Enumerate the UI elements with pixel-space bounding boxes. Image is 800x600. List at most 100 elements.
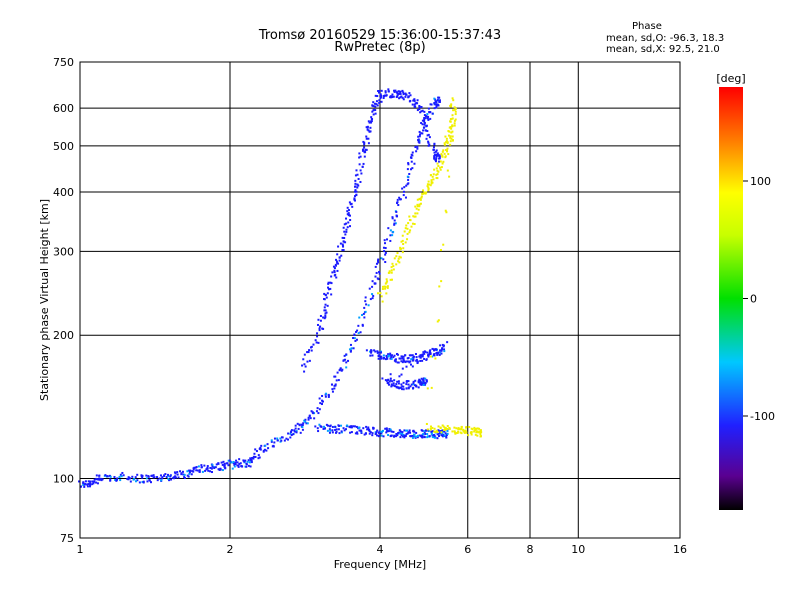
data-point: [131, 475, 134, 478]
data-point: [101, 478, 104, 481]
data-point: [405, 383, 408, 386]
data-point: [383, 356, 386, 359]
data-point: [433, 102, 436, 105]
data-point: [324, 309, 327, 312]
data-point: [421, 381, 424, 384]
data-point: [413, 434, 416, 437]
data-point: [304, 418, 307, 421]
data-point: [468, 426, 471, 429]
data-point: [449, 136, 452, 139]
data-point: [377, 434, 380, 437]
chart-subtitle: RwPretec (8p): [334, 40, 426, 55]
data-point: [448, 426, 451, 429]
data-point: [377, 259, 380, 262]
data-point: [359, 331, 362, 334]
data-point: [354, 174, 357, 177]
data-point: [439, 166, 442, 169]
data-point: [419, 198, 422, 201]
data-point: [373, 108, 376, 111]
data-point: [387, 353, 390, 356]
data-point: [357, 332, 360, 335]
data-point: [372, 113, 375, 116]
data-point: [397, 380, 400, 383]
data-point: [414, 146, 417, 149]
data-point: [156, 476, 159, 479]
data-point: [401, 361, 404, 364]
data-point: [330, 282, 333, 285]
data-point: [401, 234, 404, 237]
data-point: [307, 416, 310, 419]
data-point: [421, 355, 424, 358]
data-point: [344, 241, 347, 244]
data-point: [169, 474, 172, 477]
data-point: [427, 189, 430, 192]
data-point: [310, 349, 313, 352]
data-point: [304, 420, 307, 423]
data-point: [223, 465, 226, 468]
data-point: [325, 423, 328, 426]
data-point: [369, 431, 372, 434]
data-point: [348, 348, 351, 351]
data-point: [327, 286, 330, 289]
data-point: [115, 478, 118, 481]
data-point: [417, 138, 420, 141]
data-point: [323, 427, 326, 430]
data-point: [419, 133, 422, 136]
data-point: [86, 485, 89, 488]
data-point: [428, 435, 431, 438]
data-point: [390, 278, 393, 281]
data-point: [412, 383, 415, 386]
data-point: [190, 473, 193, 476]
data-point: [452, 99, 455, 102]
data-point: [389, 352, 392, 355]
data-point: [444, 135, 447, 138]
y-tick-label: 400: [53, 186, 74, 199]
data-point: [430, 179, 433, 182]
data-point: [446, 341, 449, 344]
data-point: [331, 390, 334, 393]
data-point: [393, 257, 396, 260]
data-point: [440, 433, 443, 436]
data-point: [412, 381, 415, 384]
data-point: [211, 465, 214, 468]
data-point: [84, 480, 87, 483]
data-point: [387, 88, 390, 91]
data-point: [324, 303, 327, 306]
data-point: [395, 433, 398, 436]
data-point: [427, 107, 430, 110]
data-point: [437, 96, 440, 99]
data-point: [382, 354, 385, 357]
data-point: [415, 150, 418, 153]
data-point: [293, 430, 296, 433]
data-point: [378, 90, 381, 93]
data-point: [420, 132, 423, 135]
data-point: [425, 422, 428, 425]
data-point: [163, 474, 166, 477]
data-point: [441, 343, 444, 346]
data-point: [363, 155, 366, 158]
data-point: [368, 428, 371, 431]
data-point: [390, 383, 393, 386]
data-point: [95, 477, 98, 480]
data-point: [374, 109, 377, 112]
data-point: [96, 482, 99, 485]
data-point: [347, 212, 350, 215]
data-point: [87, 483, 90, 486]
data-point: [326, 304, 329, 307]
data-point: [358, 316, 361, 319]
data-point: [374, 265, 377, 268]
data-point: [276, 437, 279, 440]
data-point: [397, 431, 400, 434]
data-point: [231, 467, 234, 470]
data-point: [323, 292, 326, 295]
data-point: [422, 377, 425, 380]
data-point: [266, 443, 269, 446]
data-point: [148, 479, 151, 482]
data-point: [302, 422, 305, 425]
data-point: [424, 129, 427, 132]
data-point: [422, 189, 425, 192]
data-point: [385, 278, 388, 281]
data-point: [475, 427, 478, 430]
data-point: [301, 426, 304, 429]
data-point: [343, 236, 346, 239]
